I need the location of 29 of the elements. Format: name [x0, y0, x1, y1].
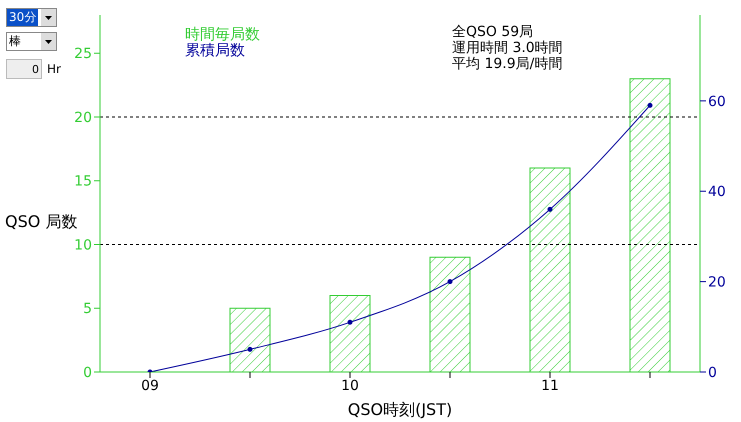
style-dropdown: 棒 [6, 32, 57, 51]
y-tick-label: 10 [74, 237, 92, 254]
x-tick-label: 10 [341, 378, 359, 394]
point [648, 102, 652, 108]
y2-tick-label: 0 [708, 364, 717, 381]
hour-spinner: 0 [6, 59, 42, 79]
y2-tick-label: 40 [708, 184, 726, 200]
text: Hr [47, 62, 61, 76]
y-tick-label: 0 [83, 364, 92, 381]
annotation: 運用時間 3.0時間 [452, 40, 563, 56]
y-axis-title: QSO 局数 [5, 212, 78, 233]
interval-dropdown: 30分 [6, 8, 57, 27]
y-tick-label: 5 [83, 301, 92, 318]
text: 時間毎局数 [185, 25, 260, 43]
y2-tick-label: 20 [708, 274, 726, 291]
y-tick-label: 20 [74, 110, 92, 126]
annotation: 全QSO 59局 [452, 24, 534, 40]
y-tick-label: 25 [74, 46, 92, 62]
y-tick-label: 15 [74, 174, 92, 190]
annotation: 平均 19.9局/時間 [452, 56, 563, 72]
x-axis-title: QSO時刻(JST) [346, 400, 454, 421]
point [448, 279, 452, 284]
text: 累積局数 [185, 41, 246, 59]
point [348, 320, 352, 325]
point [248, 346, 252, 352]
point [548, 206, 552, 212]
x-tick-label: 09 [141, 378, 159, 394]
y2-tick-label: 60 [708, 94, 726, 110]
x-tick-label: 11 [541, 378, 559, 394]
